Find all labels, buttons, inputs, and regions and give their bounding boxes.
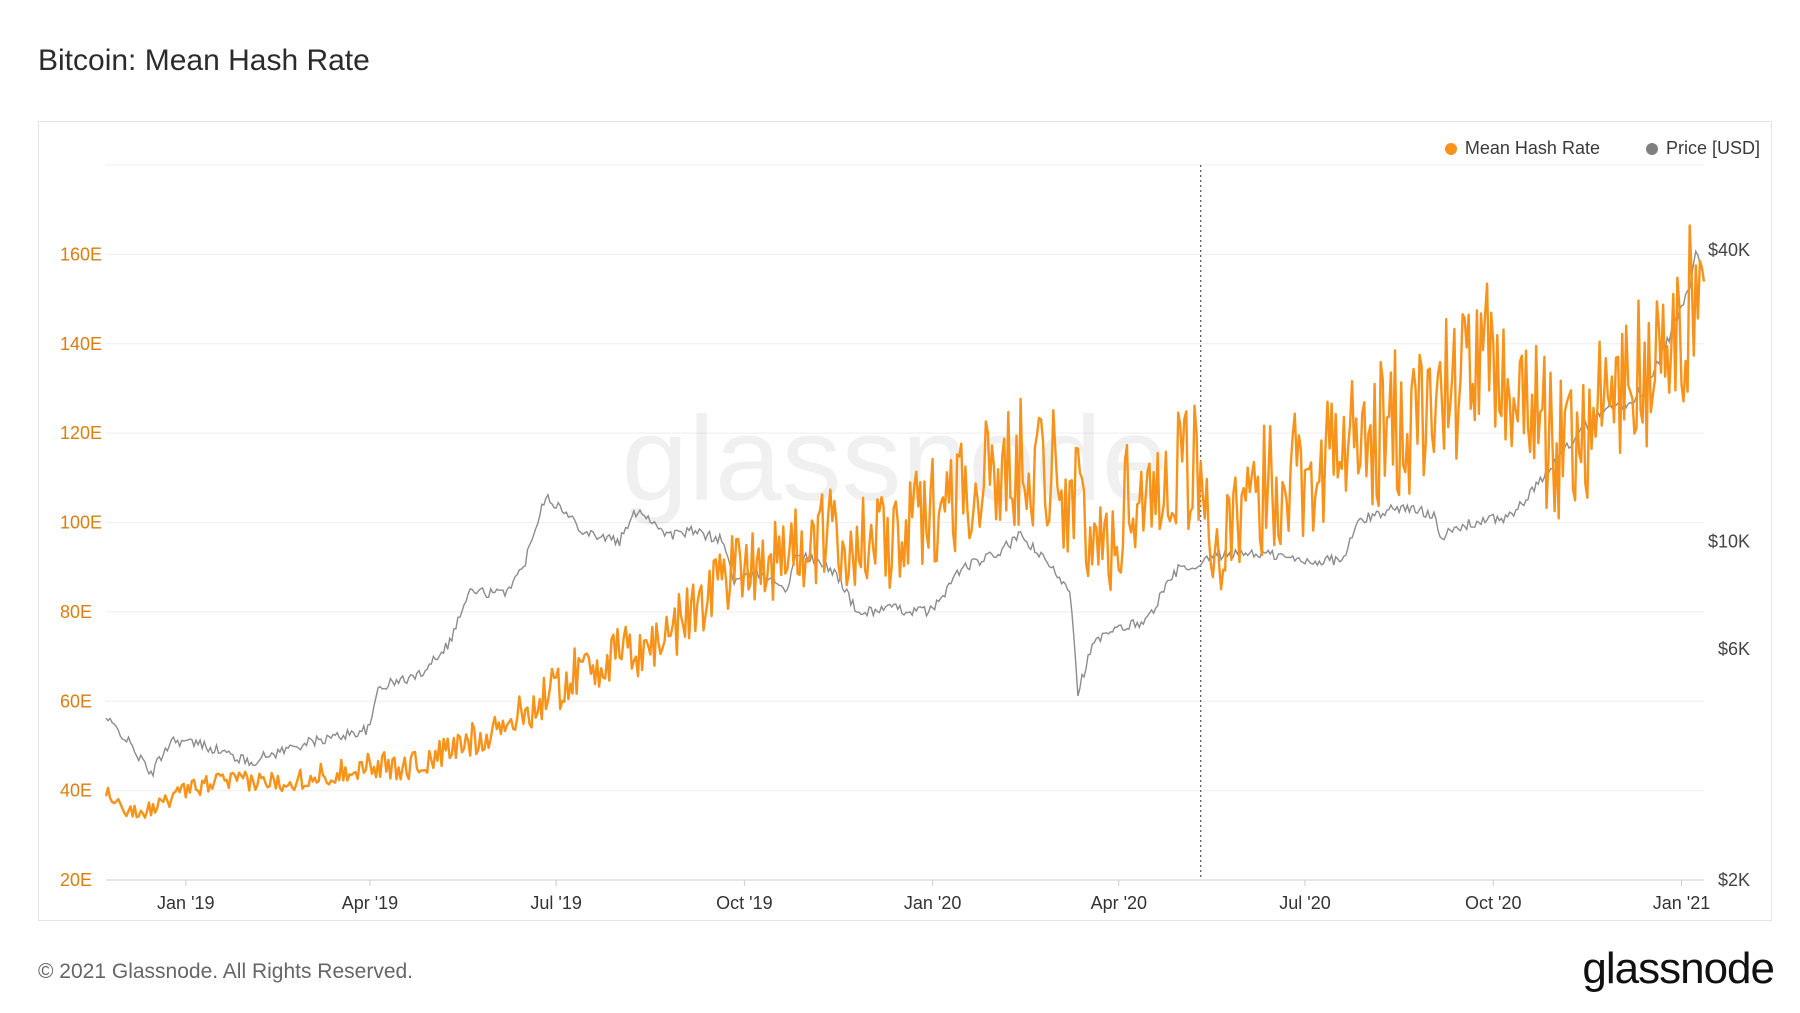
y-left-tick-label: 20E xyxy=(60,870,92,890)
y-left-tick-label: 120E xyxy=(60,423,102,443)
legend-label-price: Price [USD] xyxy=(1665,138,1760,158)
chart-frame xyxy=(38,121,1772,921)
x-tick-label: Apr '20 xyxy=(1091,893,1147,913)
y-left-tick-label: 140E xyxy=(60,334,102,354)
y-left-tick-label: 60E xyxy=(60,691,92,711)
y-left-tick-label: 40E xyxy=(60,781,92,801)
y-right-tick-label: $40K xyxy=(1708,240,1750,260)
page-title: Bitcoin: Mean Hash Rate xyxy=(38,44,370,77)
series-line-price xyxy=(105,249,1705,779)
y-right-tick-label: $6K xyxy=(1718,639,1750,659)
x-tick-label: Jan '19 xyxy=(157,893,214,913)
x-tick-label: Oct '20 xyxy=(1465,893,1521,913)
series-layer xyxy=(104,224,1706,819)
brand-logo[interactable]: glassnode xyxy=(1582,944,1775,993)
y-right-tick-label: $10K xyxy=(1708,532,1750,552)
y-axis-left: 20E 40E 60E 80E 100E 120E 140E 160E xyxy=(60,244,102,890)
legend: Mean Hash Rate Price [USD] xyxy=(1444,138,1760,159)
x-axis: Jan '19 Apr '19 Jul '19 Oct '19 Jan '20 Apr '… xyxy=(106,879,1710,913)
series-line-hash-rate xyxy=(104,224,1706,819)
y-left-tick-label: 160E xyxy=(60,244,102,264)
y-right-tick-label: $2K xyxy=(1718,870,1750,890)
legend-label-hash-rate: Mean Hash Rate xyxy=(1464,138,1600,158)
legend-dot-price-icon xyxy=(1645,142,1658,155)
x-tick-label: Apr '19 xyxy=(342,893,398,913)
y-left-tick-label: 80E xyxy=(60,602,92,622)
copyright-text: © 2021 Glassnode. All Rights Reserved. xyxy=(38,960,414,983)
legend-item-price[interactable]: Price [USD] xyxy=(1645,138,1760,159)
y-left-tick-label: 100E xyxy=(60,513,102,533)
y-axis-right: $2K $6K $10K $40K xyxy=(1708,240,1750,890)
legend-dot-hash-rate-icon xyxy=(1444,142,1457,155)
x-tick-label: Jul '20 xyxy=(1279,893,1330,913)
x-tick-label: Jan '20 xyxy=(904,893,961,913)
x-tick-label: Oct '19 xyxy=(716,893,772,913)
x-tick-label: Jul '19 xyxy=(530,893,581,913)
x-tick-label: Jan '21 xyxy=(1653,893,1710,913)
legend-item-hash-rate[interactable]: Mean Hash Rate xyxy=(1444,138,1600,159)
